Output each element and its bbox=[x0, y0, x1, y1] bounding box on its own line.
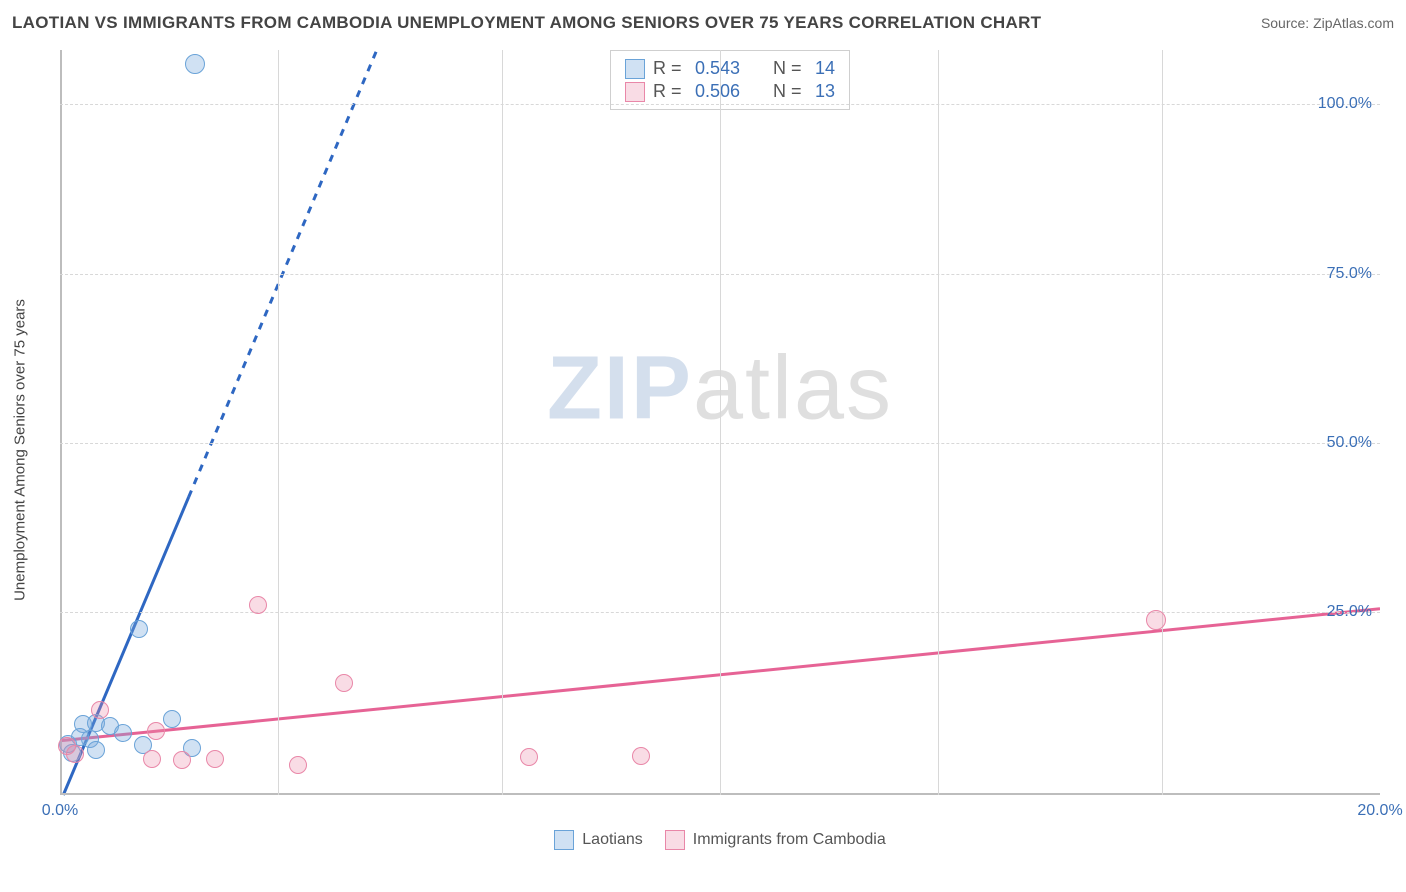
data-point-pink bbox=[335, 674, 353, 692]
data-point-blue bbox=[163, 710, 181, 728]
legend-r-value: 0.506 bbox=[695, 81, 765, 102]
legend-r-value: 0.543 bbox=[695, 58, 765, 79]
chart-title: LAOTIAN VS IMMIGRANTS FROM CAMBODIA UNEM… bbox=[12, 13, 1041, 33]
chart-source: Source: ZipAtlas.com bbox=[1261, 15, 1394, 31]
gridline-v bbox=[278, 50, 279, 795]
data-point-pink bbox=[206, 750, 224, 768]
legend-swatch bbox=[665, 830, 685, 850]
y-tick-label: 100.0% bbox=[1318, 95, 1372, 113]
legend-swatch bbox=[625, 82, 645, 102]
data-point-pink bbox=[249, 596, 267, 614]
plot-region: ZIPatlas R = 0.543 N = 14 R = 0.506 N = 13 25.0… bbox=[60, 50, 1380, 820]
legend-series-label: Immigrants from Cambodia bbox=[693, 831, 886, 849]
watermark-zip: ZIP bbox=[547, 338, 693, 438]
data-point-pink bbox=[147, 722, 165, 740]
y-tick-label: 50.0% bbox=[1327, 434, 1372, 452]
watermark-atlas: atlas bbox=[693, 338, 893, 438]
gridline-v bbox=[502, 50, 503, 795]
data-point-blue bbox=[114, 724, 132, 742]
y-axis bbox=[60, 50, 62, 795]
legend-n-value: 14 bbox=[815, 58, 835, 79]
legend-series: Laotians Immigrants from Cambodia bbox=[50, 830, 1390, 850]
legend-stats-row: R = 0.506 N = 13 bbox=[625, 80, 835, 103]
data-point-pink bbox=[289, 756, 307, 774]
y-tick-label: 75.0% bbox=[1327, 265, 1372, 283]
legend-series-item: Laotians bbox=[554, 830, 643, 850]
x-tick-label: 0.0% bbox=[42, 802, 78, 820]
data-point-blue bbox=[185, 54, 205, 74]
x-tick-label: 20.0% bbox=[1357, 802, 1402, 820]
data-point-pink bbox=[632, 747, 650, 765]
data-point-blue bbox=[87, 741, 105, 759]
gridline-v bbox=[720, 50, 721, 795]
data-point-pink bbox=[520, 748, 538, 766]
legend-stats: R = 0.543 N = 14 R = 0.506 N = 13 bbox=[610, 50, 850, 110]
data-point-pink bbox=[66, 745, 84, 763]
legend-swatch bbox=[625, 59, 645, 79]
legend-r-label: R = bbox=[653, 81, 687, 102]
legend-stats-row: R = 0.543 N = 14 bbox=[625, 57, 835, 80]
legend-swatch bbox=[554, 830, 574, 850]
y-axis-label: Unemployment Among Seniors over 75 years bbox=[12, 299, 29, 601]
y-tick-label: 25.0% bbox=[1327, 603, 1372, 621]
legend-n-label: N = bbox=[773, 81, 807, 102]
legend-n-value: 13 bbox=[815, 81, 835, 102]
gridline-v bbox=[1162, 50, 1163, 795]
data-point-pink bbox=[1146, 610, 1166, 630]
legend-series-label: Laotians bbox=[582, 831, 643, 849]
legend-n-label: N = bbox=[773, 58, 807, 79]
data-point-pink bbox=[91, 701, 109, 719]
chart-header: LAOTIAN VS IMMIGRANTS FROM CAMBODIA UNEM… bbox=[12, 8, 1394, 38]
data-point-pink bbox=[143, 750, 161, 768]
chart-area: Unemployment Among Seniors over 75 years… bbox=[50, 50, 1390, 850]
legend-r-label: R = bbox=[653, 58, 687, 79]
data-point-blue bbox=[130, 620, 148, 638]
data-point-pink bbox=[173, 751, 191, 769]
legend-series-item: Immigrants from Cambodia bbox=[665, 830, 886, 850]
gridline-v bbox=[938, 50, 939, 795]
